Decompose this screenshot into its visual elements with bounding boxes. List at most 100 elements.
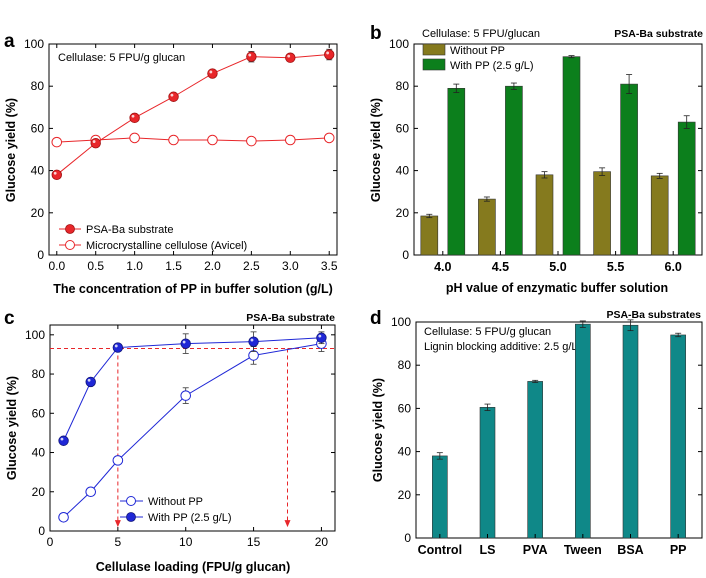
panel-b-label: b (370, 23, 382, 44)
data-point (246, 51, 257, 62)
panel-c: c PSA-Ba substrate 0 5 10 15 20 0 20 40 60 80 100… (4, 308, 336, 574)
panel-d-y-label: Glucose yield (%) (371, 378, 385, 482)
legend-b-swatch-1 (422, 43, 446, 56)
data-point-highlight (248, 53, 252, 57)
panel-b-annotation-right: PSA-Ba substrate (614, 28, 703, 40)
panel-d-label: d (370, 308, 382, 329)
data-point-highlight (170, 93, 174, 97)
panel-a-y-label: Glucose yield (%) (4, 98, 18, 202)
panel-a-x-label: The concentration of PP in buffer soluti… (53, 282, 333, 296)
bar (670, 334, 686, 539)
data-point (129, 132, 140, 144)
y-tick-label: 20 (32, 485, 46, 499)
panel-c-frame (49, 324, 336, 532)
data-point-highlight (318, 334, 322, 338)
y-tick-label: 20 (398, 488, 412, 502)
x-tick-label: BSA (617, 543, 643, 557)
panel-c-legend: Without PP With PP (2.5 g/L) (120, 496, 232, 524)
data-point (168, 91, 179, 102)
legend-c-marker-1 (126, 496, 136, 506)
data-point (324, 49, 335, 60)
y-tick-label: 80 (31, 79, 45, 93)
y-tick-label: 60 (32, 406, 46, 420)
bar (432, 455, 448, 539)
reference-arrow-head (114, 520, 121, 528)
data-point (207, 68, 218, 79)
panel-a-frame (48, 43, 338, 256)
panel-d-bars (432, 319, 686, 539)
bar (677, 121, 696, 256)
y-tick-label: 100 (389, 37, 409, 51)
x-tick-label: LS (480, 543, 496, 557)
series-line-with-pp-2-5-g-l- (63, 337, 322, 441)
y-tick-label: 80 (396, 79, 410, 93)
bar (535, 174, 554, 256)
y-tick-label: 100 (24, 37, 44, 51)
legend-a-marker-2 (65, 240, 75, 250)
data-point-highlight (326, 51, 330, 55)
series-line-psa-ba-substrate (56, 54, 330, 176)
x-tick-label: 0.0 (48, 259, 65, 273)
y-tick-label: 80 (398, 358, 412, 372)
data-point-highlight (182, 340, 186, 344)
data-point (112, 342, 124, 353)
x-tick-label: 0.5 (87, 259, 104, 273)
data-point (112, 455, 124, 466)
legend-a-label-1: PSA-Ba substrate (86, 224, 173, 236)
data-point-highlight (53, 171, 57, 175)
panel-a-label: a (4, 31, 15, 52)
y-tick-label: 20 (396, 206, 410, 220)
panel-c-annotation-right: PSA-Ba substrate (246, 312, 335, 324)
x-tick-label: 1.0 (126, 259, 143, 273)
panel-d-annotation-right: PSA-Ba substrates (606, 309, 701, 321)
data-point (323, 132, 335, 144)
data-point (58, 435, 69, 446)
bar (575, 323, 591, 539)
x-tick-label: 2.0 (204, 259, 221, 273)
y-tick-label: 100 (391, 315, 411, 329)
data-point-highlight (131, 114, 135, 118)
data-point-highlight (114, 344, 118, 348)
y-tick-label: 60 (396, 121, 410, 135)
panel-c-x-ticks: 0 5 10 15 20 (47, 325, 328, 549)
series-line-microcrystalline-cellulose-avicel- (56, 137, 330, 143)
bar (527, 381, 543, 539)
x-tick-label: 15 (247, 535, 261, 549)
data-point (168, 134, 179, 146)
reference-arrow-head (284, 520, 291, 528)
x-tick-label: Tween (564, 543, 602, 557)
x-tick-label: 1.5 (165, 259, 182, 273)
legend-b-label-2: With PP (2.5 g/L) (450, 60, 534, 72)
panel-d-y-ticks: 0 20 40 60 80 100 (391, 315, 702, 545)
series-line-without-pp (63, 343, 322, 518)
panel-b: b Cellulase: 5 FPU/glucan PSA-Ba substra… (369, 23, 703, 295)
x-tick-label: 5 (115, 535, 122, 549)
y-tick-label: 60 (31, 121, 45, 135)
bar (505, 85, 523, 256)
panel-d-x-ticks: Control LS PVA Tween BSA PP (418, 534, 687, 557)
y-tick-label: 0 (402, 248, 409, 262)
panel-b-y-ticks: 0 20 40 60 80 100 (389, 37, 702, 262)
x-tick-label: 4.0 (434, 260, 451, 274)
data-point (51, 136, 63, 148)
bar (620, 83, 638, 256)
panel-d-frame (415, 321, 703, 539)
data-point-highlight (87, 378, 91, 382)
panel-c-x-label: Cellulase loading (FPU/g glucan) (96, 560, 290, 574)
data-point (246, 135, 257, 147)
y-tick-label: 40 (32, 446, 46, 460)
data-point-highlight (287, 54, 291, 58)
y-tick-label: 0 (37, 248, 44, 262)
data-point (180, 338, 191, 349)
x-tick-label: 5.5 (607, 260, 624, 274)
data-point (284, 134, 296, 146)
x-tick-label: Control (418, 543, 462, 557)
panel-c-series (58, 331, 327, 523)
x-tick-label: 3.5 (321, 259, 338, 273)
panel-b-y-label: Glucose yield (%) (369, 98, 383, 202)
x-tick-label: 2.5 (243, 259, 260, 273)
data-point (285, 52, 296, 63)
bar (650, 175, 669, 256)
y-tick-label: 0 (38, 524, 45, 538)
